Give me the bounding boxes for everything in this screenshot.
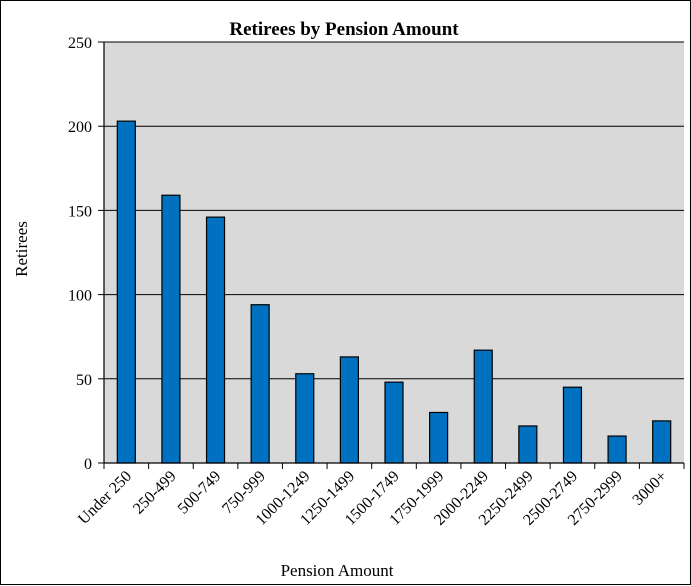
x-tick-label: 3000+ — [629, 468, 670, 509]
bar-3000- — [652, 420, 672, 464]
axes — [98, 41, 685, 469]
x-tick-labels: Under 250250-499500-749750-9991000-12491… — [75, 468, 670, 529]
bar-2750-2999 — [607, 435, 627, 464]
y-tick-label: 150 — [68, 203, 92, 220]
y-tick-labels: 0 50 100 150 200 250 — [68, 35, 92, 473]
y-tick-label: 100 — [68, 288, 92, 305]
x-tick-label: Under 250 — [75, 468, 135, 528]
bar-2250-2499 — [518, 425, 538, 464]
bar-750-999 — [250, 304, 270, 464]
bar-1500-1749 — [384, 381, 404, 464]
bar-2500-2749 — [562, 386, 583, 464]
chart-title: Retirees by Pension Amount — [229, 19, 459, 40]
y-tick-label: 0 — [84, 456, 92, 473]
bar-250-499 — [161, 194, 181, 464]
y-axis-label: Retirees — [12, 221, 31, 277]
x-tick-label: 500-749 — [175, 468, 225, 518]
bar-1250-1499 — [339, 356, 359, 464]
bar-under-250 — [116, 120, 136, 464]
bar-1750-1999 — [429, 411, 449, 464]
x-axis-label: Pension Amount — [281, 561, 394, 580]
bar-500-749 — [205, 216, 226, 464]
x-tick-label: 250-499 — [130, 468, 180, 518]
y-tick-label: 250 — [68, 35, 92, 52]
y-tick-label: 200 — [68, 119, 92, 136]
gridlines — [104, 41, 684, 380]
bar-1000-1249 — [295, 373, 315, 464]
bar-2000-2249 — [473, 349, 493, 464]
y-tick-label: 50 — [76, 372, 92, 389]
